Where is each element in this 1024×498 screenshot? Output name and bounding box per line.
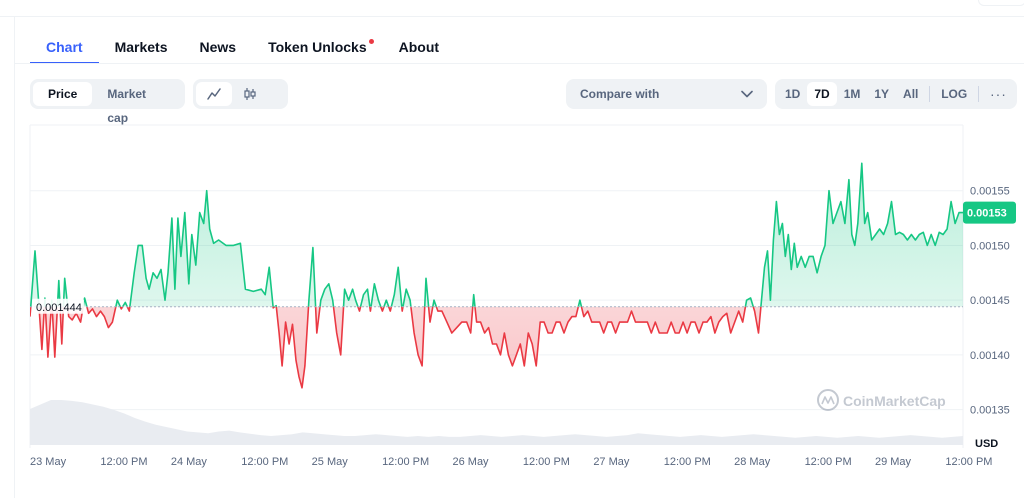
x-tick-label: 12:00 PM	[664, 456, 711, 468]
x-tick-label: 12:00 PM	[382, 456, 429, 468]
range-1y-button[interactable]: 1Y	[874, 87, 890, 101]
tab-token-unlocks-label: Token Unlocks	[268, 39, 367, 55]
tab-markets[interactable]: Markets	[99, 30, 184, 64]
range-1d-button[interactable]: 1D	[785, 87, 801, 101]
x-tick-label: 26 May	[452, 456, 489, 468]
tab-about[interactable]: About	[383, 30, 455, 64]
range-all-button[interactable]: All	[903, 87, 919, 101]
line-chart-button[interactable]	[196, 82, 232, 106]
price-line-down	[30, 306, 762, 389]
notification-dot	[368, 39, 374, 44]
x-tick-label: 12:00 PM	[805, 456, 852, 468]
y-tick-label: 0.00145	[970, 295, 1010, 307]
candlestick-chart-button[interactable]	[232, 82, 268, 106]
price-toggle-button[interactable]: Price	[33, 82, 93, 106]
x-tick-label: 27 May	[593, 456, 630, 468]
coinmarketcap-logo-icon	[817, 389, 839, 411]
tab-bar: Chart Markets News Token Unlocks About	[30, 30, 455, 64]
range-separator	[978, 86, 979, 102]
watermark-text: CoinMarketCap	[843, 393, 946, 409]
tab-token-unlocks[interactable]: Token Unlocks	[252, 30, 383, 64]
y-tick-label: 0.00135	[970, 405, 1010, 417]
baseline-label-bg	[32, 298, 84, 314]
baseline-label: 0.001444	[36, 302, 82, 314]
y-tick-label: 0.00140	[970, 350, 1010, 362]
x-tick-label: 12:00 PM	[100, 456, 147, 468]
x-tick-label: 23 May	[30, 456, 67, 468]
tab-about-label: About	[398, 39, 440, 55]
left-divider	[14, 17, 15, 498]
price-line-up	[30, 162, 963, 307]
x-tick-label: 12:00 PM	[241, 456, 288, 468]
currency-label: USD	[975, 438, 998, 450]
compare-with-dropdown[interactable]: Compare with	[566, 79, 767, 109]
x-tick-label: 24 May	[171, 456, 208, 468]
candlestick-icon	[244, 88, 256, 100]
range-1m-button[interactable]: 1M	[843, 87, 861, 101]
coinmarketcap-logo-mark	[821, 396, 835, 405]
tab-chart-label: Chart	[46, 39, 83, 55]
x-tick-label: 12:00 PM	[523, 456, 570, 468]
range-separator	[929, 86, 931, 102]
x-tick-label: 12:00 PM	[945, 456, 992, 468]
price-marketcap-toggle: Price Market cap	[30, 79, 185, 125]
top-divider	[0, 16, 1024, 17]
x-tick-label: 25 May	[312, 456, 349, 468]
range-7d-button[interactable]: 7D	[807, 82, 837, 106]
price-area-up	[30, 163, 963, 307]
line-chart-icon	[207, 88, 221, 100]
top-right-button[interactable]	[978, 0, 1024, 6]
tab-markets-label: Markets	[114, 39, 168, 55]
y-tick-label: 0.00150	[970, 240, 1010, 252]
x-tick-label: 28 May	[734, 456, 771, 468]
volume-area	[30, 400, 963, 445]
y-tick-label: 0.00155	[970, 186, 1010, 198]
tab-news-label: News	[199, 39, 237, 55]
time-range-selector: 1D 7D 1M 1Y All LOG ···	[775, 79, 1017, 109]
compare-with-label: Compare with	[580, 87, 660, 101]
current-price-label: 0.00153	[967, 208, 1007, 220]
chart-style-toggle	[193, 79, 288, 109]
more-options-button[interactable]: ···	[989, 86, 1007, 102]
log-scale-button[interactable]: LOG	[941, 87, 968, 101]
market-cap-toggle-button[interactable]: Market cap	[107, 87, 147, 125]
tab-news[interactable]: News	[183, 30, 252, 64]
current-price-badge	[963, 201, 1016, 224]
x-tick-label: 29 May	[875, 456, 912, 468]
chevron-down-icon	[741, 90, 753, 98]
coinmarketcap-watermark: CoinMarketCap	[817, 389, 946, 411]
tabs-divider	[14, 63, 1024, 64]
